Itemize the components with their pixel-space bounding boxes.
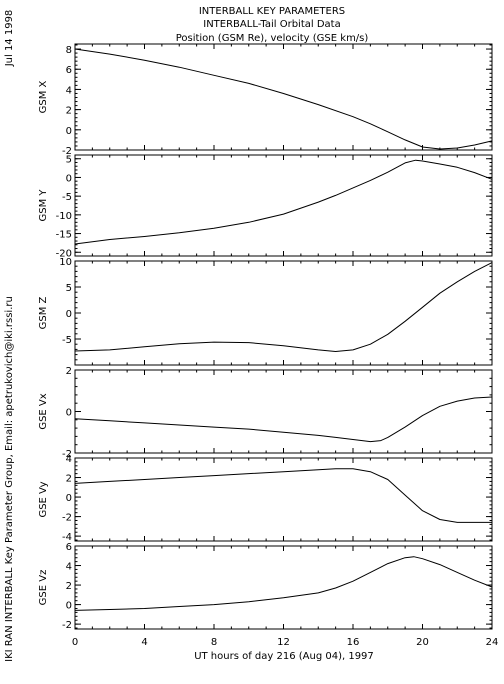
series-line-0 xyxy=(74,556,493,611)
y-tick-label: 2 xyxy=(66,106,72,117)
y-axis-label: GSE Vy xyxy=(38,481,49,517)
y-tick-label: 2 xyxy=(66,366,72,377)
y-tick-label: 8 xyxy=(66,45,72,56)
x-tick-label: 4 xyxy=(141,637,147,648)
series-line-0 xyxy=(74,396,493,443)
y-tick-label: 5 xyxy=(66,283,72,294)
x-tick-label: 20 xyxy=(416,637,429,648)
y-tick-label: 6 xyxy=(66,65,72,76)
title-line-3: Position (GSM Re), velocity (GSE km/s) xyxy=(176,33,369,44)
x-axis-label: UT hours of day 216 (Aug 04), 1997 xyxy=(194,651,374,662)
figure-title: INTERBALL KEY PARAMETERS INTERBALL-Tail … xyxy=(176,6,369,44)
y-tick-label: 2 xyxy=(66,474,72,485)
panel-frame xyxy=(74,545,493,630)
series-line-0 xyxy=(74,468,492,523)
x-axis: 0 4 8 12 16 20 24 xyxy=(72,637,499,648)
panel-frame xyxy=(74,457,493,542)
y-tick-label: -5 xyxy=(62,335,72,346)
title-line-2: INTERBALL-Tail Orbital Data xyxy=(203,19,340,30)
y-tick-label: -5 xyxy=(62,192,72,203)
side-date: Jul 14 1998 xyxy=(4,10,15,68)
series-line-0 xyxy=(74,262,493,352)
panel-4: -4 -2 0 2 4 GSE Vy xyxy=(38,454,493,543)
y-tick-label: 2 xyxy=(66,581,72,592)
title-line-1: INTERBALL KEY PARAMETERS xyxy=(199,6,345,17)
panel-1: -20 -15 -10 -5 0 5 GSM Y xyxy=(38,154,493,259)
y-axis-label: GSE Vz xyxy=(38,570,49,606)
series-line-0 xyxy=(74,159,493,245)
panel-3: -2 0 2 GSE Vx xyxy=(38,366,493,460)
y-tick-label: 0 xyxy=(66,126,72,137)
x-tick-label: 16 xyxy=(347,637,360,648)
y-tick-label: -20 xyxy=(56,248,72,259)
y-tick-label: -10 xyxy=(56,211,72,222)
y-axis-label: GSE Vx xyxy=(38,393,49,429)
panel-5: -2 0 2 4 6 GSE Vz xyxy=(38,542,493,631)
y-tick-label: -15 xyxy=(56,230,72,241)
panel-frame xyxy=(74,154,493,257)
y-tick-label: 4 xyxy=(66,454,72,465)
y-axis-label: GSM Z xyxy=(38,296,49,329)
y-tick-label: -2 xyxy=(62,146,72,157)
panel-frame xyxy=(74,260,493,366)
y-tick-label: 0 xyxy=(66,408,72,419)
side-credit: IKI RAN INTERBALL Key Parameter Group, E… xyxy=(4,296,15,662)
y-tick-label: -2 xyxy=(62,513,72,524)
y-tick-label: 4 xyxy=(66,85,72,96)
y-axis-label: GSM X xyxy=(38,80,49,113)
panel-2: -5 0 5 10 GSM Z xyxy=(38,257,493,366)
y-tick-label: 0 xyxy=(66,309,72,320)
x-tick-label: 24 xyxy=(486,637,499,648)
y-tick-label: 4 xyxy=(66,562,72,573)
y-tick-label: 0 xyxy=(66,601,72,612)
y-tick-label: -2 xyxy=(62,620,72,631)
y-tick-label: 5 xyxy=(66,155,72,166)
panel-frame xyxy=(74,43,493,151)
y-tick-label: 0 xyxy=(66,173,72,184)
x-tick-label: 12 xyxy=(277,637,290,648)
panel-0: -2 0 2 4 6 8 GSM X xyxy=(38,43,493,157)
y-tick-label: 6 xyxy=(66,542,72,553)
y-tick-label: -4 xyxy=(62,532,72,543)
series-line-0 xyxy=(74,48,493,150)
x-tick-label: 8 xyxy=(211,637,217,648)
y-tick-label: -2 xyxy=(62,449,72,460)
x-tick-label: 0 xyxy=(72,637,78,648)
y-tick-label: 10 xyxy=(59,257,72,268)
y-tick-label: 0 xyxy=(66,493,72,504)
y-axis-label: GSM Y xyxy=(38,189,49,222)
